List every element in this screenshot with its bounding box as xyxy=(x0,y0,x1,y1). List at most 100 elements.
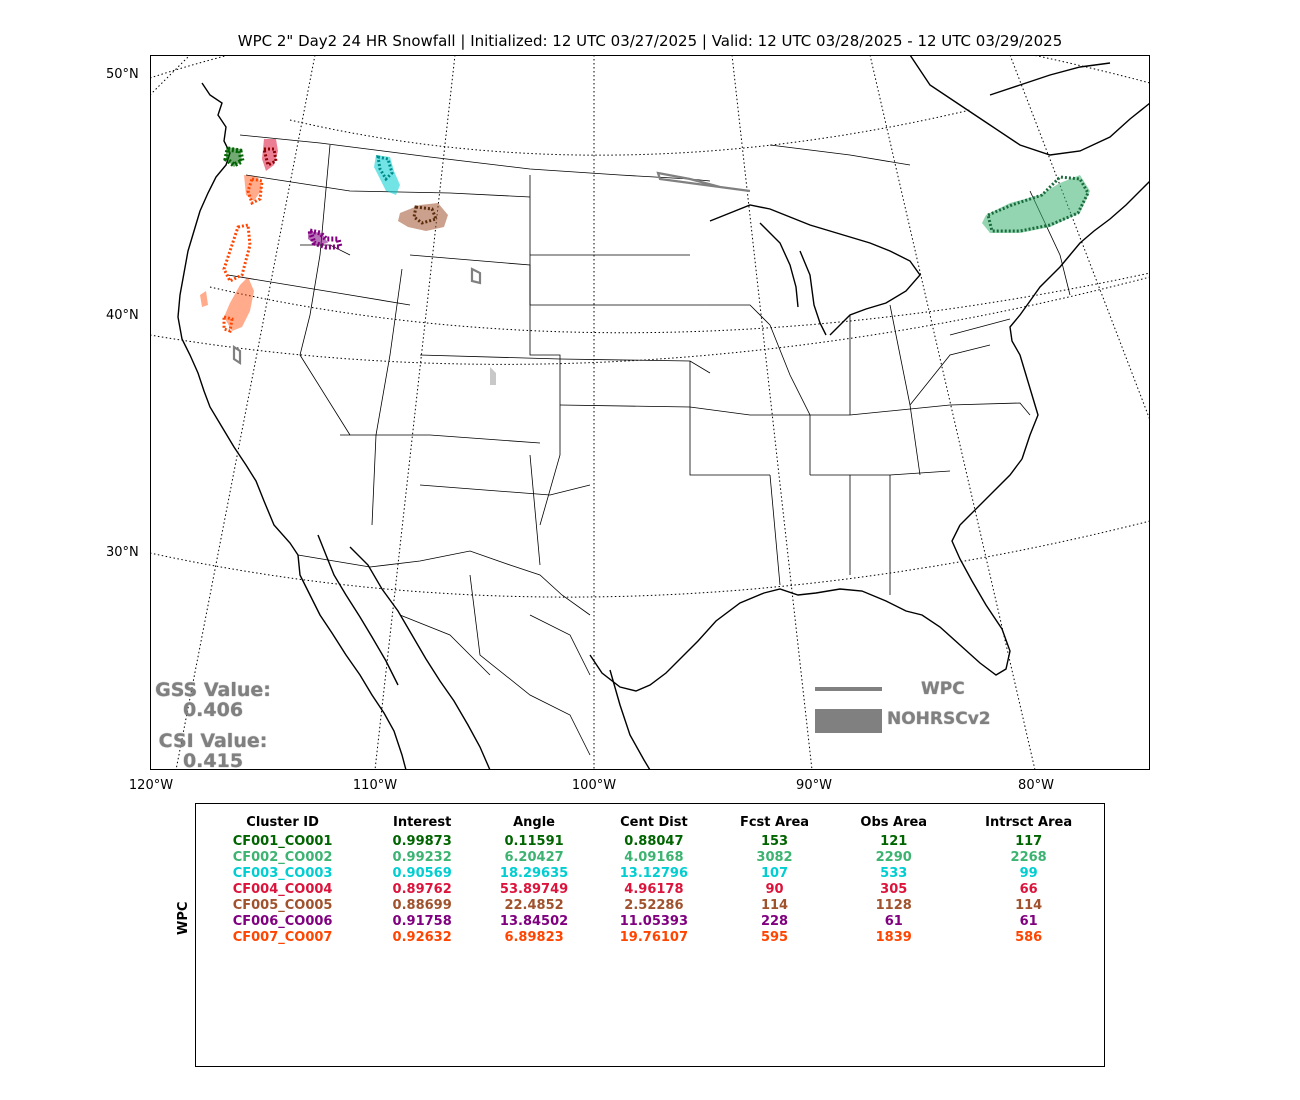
great-lakes xyxy=(709,204,921,336)
table-row: CF002_CO002 0.99232 6.20427 4.09168 3082 2290… xyxy=(195,850,1105,866)
cell-cent-dist: 4.96178 xyxy=(624,882,684,897)
cell-fcst-area: 228 xyxy=(760,914,789,929)
cell-obs-area: 533 xyxy=(880,866,908,881)
cell-fcst-area: 595 xyxy=(760,930,789,945)
cell-obs-area: 121 xyxy=(880,834,908,849)
table-row: CF006_CO006 0.91758 13.84502 11.05393 228 61 6… xyxy=(195,914,1105,930)
fcst-cluster-cf002 xyxy=(986,175,1090,233)
gss-value: 0.406 xyxy=(182,699,244,721)
cell-interest: 0.90569 xyxy=(392,866,452,881)
header-cluster-id: Cluster ID xyxy=(246,815,319,830)
cell-angle: 6.20427 xyxy=(504,850,564,865)
cell-interest: 0.99873 xyxy=(392,834,452,849)
cell-obs-area: 1839 xyxy=(875,930,912,945)
csi-value: 0.415 xyxy=(182,750,244,772)
cell-intrsct-area: 114 xyxy=(1015,898,1043,913)
cell-cent-dist: 11.05393 xyxy=(619,914,689,929)
table-row: CF005_CO005 0.88699 22.4852 2.52286 114 1128 1… xyxy=(195,898,1105,914)
cell-fcst-area: 90 xyxy=(765,882,784,897)
cell-angle: 18.29635 xyxy=(499,866,569,881)
cell-intrsct-area: 2268 xyxy=(1010,850,1047,865)
cell-interest: 0.92632 xyxy=(392,930,452,945)
stats-table-frame xyxy=(195,803,1105,1067)
gray-contours xyxy=(232,171,751,366)
cell-cent-dist: 4.09168 xyxy=(624,850,684,865)
map-panel[interactable] xyxy=(150,55,1150,770)
cell-obs-area: 305 xyxy=(880,882,908,897)
header-cent-dist: Cent Dist xyxy=(620,815,688,830)
graticule xyxy=(150,55,1150,770)
fcst-cluster-cf004 xyxy=(262,147,278,168)
us-mexico-border xyxy=(297,550,591,616)
cell-fcst-area: 114 xyxy=(760,898,789,913)
lon-label-80: 80°W xyxy=(1018,778,1054,793)
cell-cluster-id: CF006_CO006 xyxy=(232,914,333,929)
cell-intrsct-area: 61 xyxy=(1019,914,1038,929)
cell-angle: 0.11591 xyxy=(504,834,564,849)
cell-interest: 0.88699 xyxy=(392,898,452,913)
legend-label-nohrsc: NOHRSCv2 xyxy=(887,709,991,729)
csi-label: CSI Value: xyxy=(158,730,268,752)
cell-obs-area: 1128 xyxy=(875,898,912,913)
table-row: CF004_CO004 0.89762 53.89749 4.96178 90 305 66 xyxy=(195,882,1105,898)
header-interest: Interest xyxy=(393,815,452,830)
table-body: CF001_CO001 0.99873 0.11591 0.88047 153 121 11… xyxy=(195,834,1105,946)
fcst-cluster-cf005 xyxy=(412,205,439,225)
cell-interest: 0.91758 xyxy=(392,914,452,929)
cell-angle: 22.4852 xyxy=(504,898,564,913)
legend-swatch-nohrsc xyxy=(815,709,882,733)
header-fcst-area: Fcst Area xyxy=(739,815,810,830)
cell-fcst-area: 153 xyxy=(760,834,789,849)
pacific-coastline xyxy=(177,82,299,556)
table-row: CF003_CO003 0.90569 18.29635 13.12796 107 533… xyxy=(195,866,1105,882)
lat-label-40: 40°N xyxy=(106,308,139,323)
obs-cluster-co007 xyxy=(224,277,254,331)
cell-cent-dist: 0.88047 xyxy=(624,834,684,849)
gss-label: GSS Value: xyxy=(155,679,271,701)
fcst-cluster-cf003 xyxy=(376,155,394,182)
fcst-cluster-cf007 xyxy=(222,223,252,284)
lon-label-90: 90°W xyxy=(796,778,832,793)
atlantic-coastline xyxy=(1009,180,1150,460)
legend-label-wpc: WPC xyxy=(921,679,965,699)
cell-obs-area: 61 xyxy=(884,914,903,929)
cell-cluster-id: CF003_CO003 xyxy=(232,866,333,881)
header-angle: Angle xyxy=(513,815,556,830)
header-intrsct-area: Intrsct Area xyxy=(985,815,1073,830)
stats-table: Cluster ID Interest Angle Cent Dist Fcst… xyxy=(195,814,1105,946)
lon-label-110: 110°W xyxy=(352,778,398,793)
table-header-row: Cluster ID Interest Angle Cent Dist Fcst… xyxy=(195,814,1105,834)
meridian-120w xyxy=(175,55,316,770)
cell-intrsct-area: 66 xyxy=(1019,882,1038,897)
forecast-snow-contours xyxy=(222,146,1090,333)
cell-intrsct-area: 117 xyxy=(1015,834,1043,849)
cell-fcst-area: 3082 xyxy=(756,850,793,865)
cell-intrsct-area: 586 xyxy=(1015,930,1043,945)
table-side-label: WPC xyxy=(176,901,191,935)
table-row: CF001_CO001 0.99873 0.11591 0.88047 153 121 11… xyxy=(195,834,1105,850)
coastlines xyxy=(177,55,1150,770)
cell-cent-dist: 13.12796 xyxy=(619,866,689,881)
cell-cent-dist: 2.52286 xyxy=(624,898,684,913)
map-canvas xyxy=(150,55,1150,770)
cell-angle: 13.84502 xyxy=(499,914,569,929)
cell-cluster-id: CF004_CO004 xyxy=(232,882,333,897)
lon-label-100: 100°W xyxy=(571,778,617,793)
header-obs-area: Obs Area xyxy=(860,815,928,830)
lat-label-50: 50°N xyxy=(106,67,139,82)
cell-angle: 53.89749 xyxy=(499,882,569,897)
parallel-30n xyxy=(150,520,1150,598)
cell-intrsct-area: 99 xyxy=(1019,866,1038,881)
map-border xyxy=(150,55,1150,770)
obs-cluster-co005 xyxy=(398,203,448,231)
table-row: CF007_CO007 0.92632 6.89823 19.76107 595 1839… xyxy=(195,930,1105,946)
cell-interest: 0.99232 xyxy=(392,850,452,865)
cell-cent-dist: 19.76107 xyxy=(619,930,689,945)
cell-cluster-id: CF001_CO001 xyxy=(232,834,333,849)
lat-label-30: 30°N xyxy=(106,545,139,560)
lon-label-120: 120°W xyxy=(128,778,174,793)
cell-cluster-id: CF007_CO007 xyxy=(232,930,333,945)
cell-cluster-id: CF002_CO002 xyxy=(232,850,333,865)
cell-interest: 0.89762 xyxy=(392,882,452,897)
cell-fcst-area: 107 xyxy=(760,866,789,881)
